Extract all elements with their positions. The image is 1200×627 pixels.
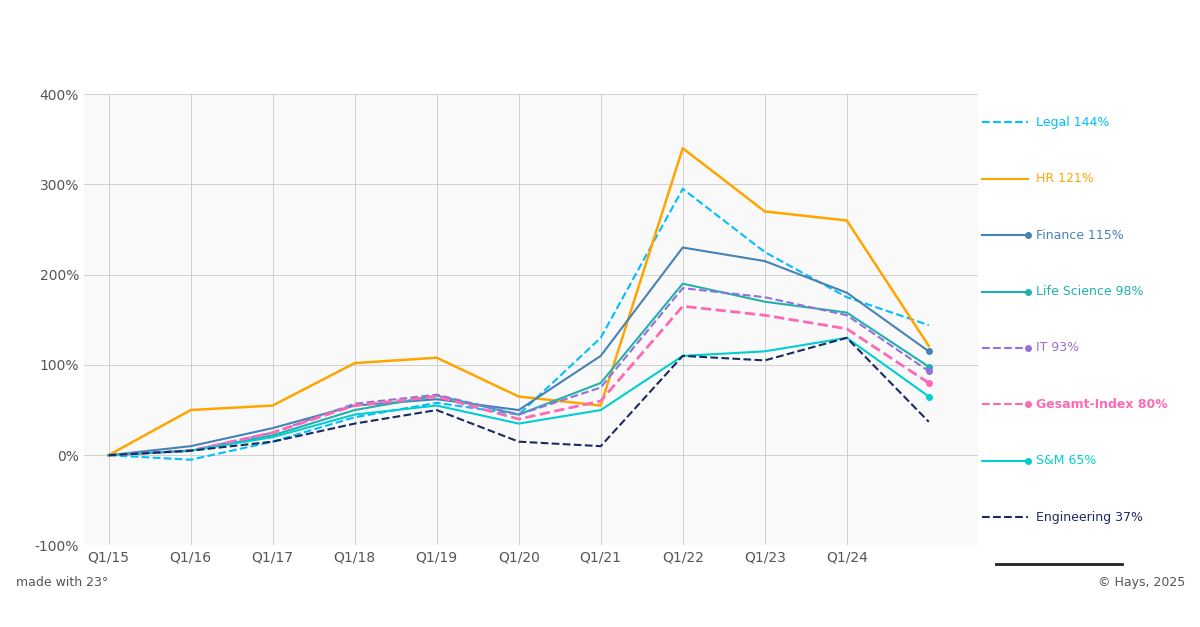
Text: Engineering 37%: Engineering 37%: [1036, 511, 1144, 524]
Text: HAYS-FACHKRÄFTE-INDEX DEUTSCHLAND: HAYS-FACHKRÄFTE-INDEX DEUTSCHLAND: [16, 31, 565, 55]
Text: S&M 65%: S&M 65%: [1036, 455, 1097, 467]
Text: made with 23°: made with 23°: [16, 576, 108, 589]
Text: Gesamt-Index 80%: Gesamt-Index 80%: [1036, 398, 1168, 411]
Text: © Hays, 2025: © Hays, 2025: [1098, 576, 1186, 589]
Text: HR 121%: HR 121%: [1036, 172, 1094, 185]
Text: Legal 144%: Legal 144%: [1036, 116, 1110, 129]
Text: Life Science 98%: Life Science 98%: [1036, 285, 1144, 298]
Text: Finance 115%: Finance 115%: [1036, 229, 1124, 241]
Text: IT 93%: IT 93%: [1036, 342, 1079, 354]
